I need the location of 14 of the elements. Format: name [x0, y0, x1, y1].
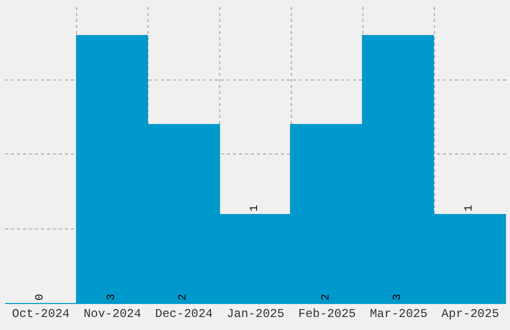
x-tick-label: Apr-2025 [441, 307, 500, 321]
data-label: 1 [464, 204, 476, 212]
data-label: 1 [249, 204, 261, 212]
x-tick-label: Feb-2025 [298, 307, 356, 321]
data-label: 3 [106, 294, 118, 300]
x-tick-label: Jan-2025 [226, 307, 284, 321]
data-label: 3 [392, 294, 404, 300]
data-label: 2 [320, 294, 332, 300]
x-tick-label: Oct-2024 [12, 307, 70, 321]
x-tick-label: Dec-2024 [155, 307, 213, 321]
x-tick-label: Nov-2024 [84, 307, 142, 321]
data-label: 0 [34, 294, 46, 300]
data-label: 2 [178, 294, 190, 300]
x-tick-label: Mar-2025 [370, 307, 428, 321]
